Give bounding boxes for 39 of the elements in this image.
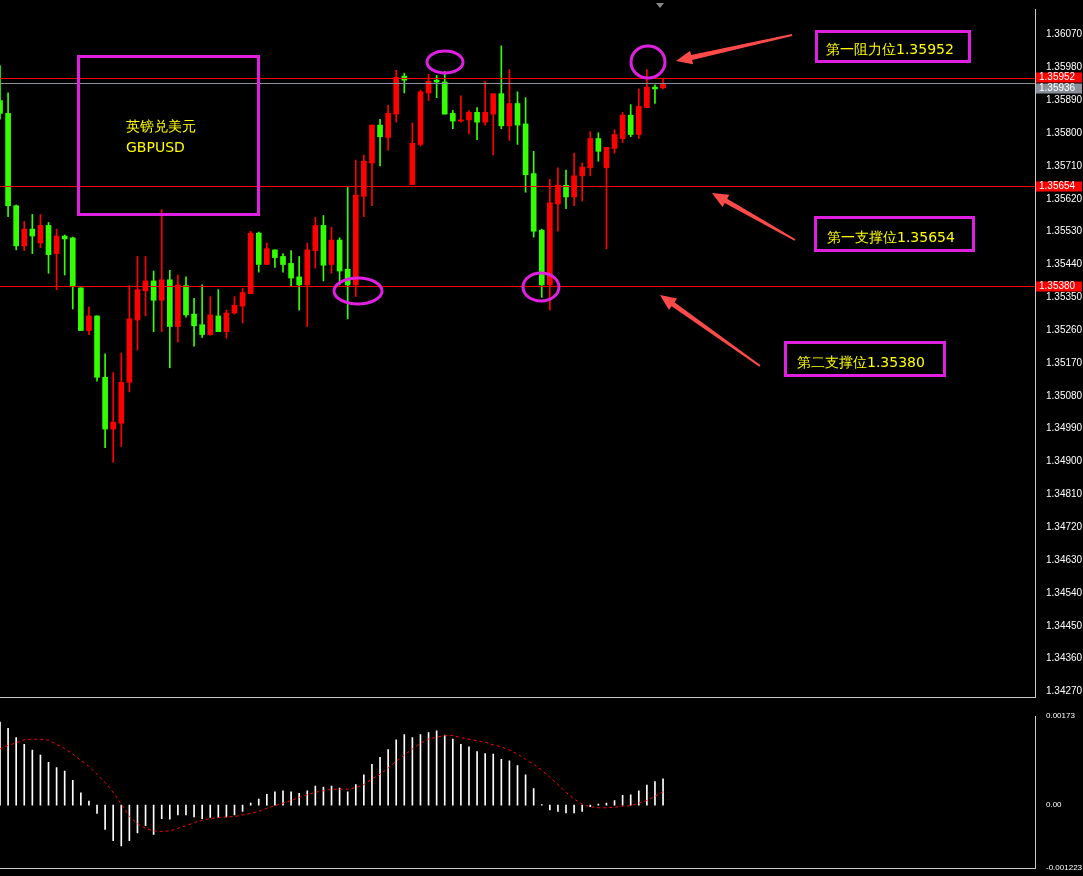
- candlestick: [61, 234, 68, 276]
- ref-line-label: 1.35952: [1039, 71, 1076, 83]
- y-tick-label: 1.34270: [1046, 685, 1083, 697]
- candlestick: [199, 284, 205, 338]
- y-tick-label: 1.34630: [1046, 553, 1083, 565]
- annotation: 第一阻力位1.35952: [826, 40, 954, 59]
- y-tick-label: 1.34810: [1046, 488, 1083, 500]
- y-tick-label: 1.34990: [1046, 422, 1083, 434]
- y-tick-label: 1.35260: [1046, 323, 1083, 335]
- annotation: 第一支撑位1.35654: [827, 228, 955, 247]
- candlestick: [296, 256, 303, 311]
- y-tick-label: 1.34540: [1046, 586, 1083, 598]
- y-tick-label: 1.34900: [1046, 455, 1083, 467]
- candlestick: [110, 372, 117, 463]
- y-tick-label: 1.35710: [1046, 159, 1083, 171]
- y-tick-label: 1.35350: [1046, 291, 1083, 303]
- y-tick-label: 0.00: [1046, 800, 1063, 810]
- y-tick-label: 0.00173: [1046, 711, 1076, 721]
- y-tick-label: -0.001223: [1046, 863, 1083, 873]
- y-tick-label: 1.35620: [1046, 192, 1083, 204]
- candlestick: [191, 298, 197, 347]
- line-series: [0, 735, 664, 832]
- y-tick-label: 1.34450: [1046, 619, 1083, 631]
- ref-line-label: 1.35654: [1039, 180, 1076, 192]
- annotation: 英镑兑美元: [126, 117, 196, 136]
- y-tick-label: 1.35080: [1046, 389, 1083, 401]
- ref-line-label: 1.35936: [1039, 82, 1076, 94]
- y-tick-label: 1.34720: [1046, 521, 1083, 533]
- y-tick-label: 1.36070: [1046, 28, 1083, 40]
- y-tick-label: 1.35440: [1046, 258, 1083, 270]
- y-tick-label: 1.35980: [1046, 61, 1083, 73]
- y-tick-label: 1.35530: [1046, 225, 1083, 237]
- ref-line-label: 1.35380: [1039, 280, 1076, 292]
- y-tick-label: 1.34360: [1046, 652, 1083, 664]
- y-tick-label: 1.35890: [1046, 94, 1083, 105]
- y-tick-label: 1.35800: [1046, 126, 1083, 138]
- y-tick-label: 1.35170: [1046, 356, 1083, 368]
- annotation: GBPUSD: [126, 138, 186, 157]
- annotation: 第二支撑位1.35380: [797, 353, 925, 372]
